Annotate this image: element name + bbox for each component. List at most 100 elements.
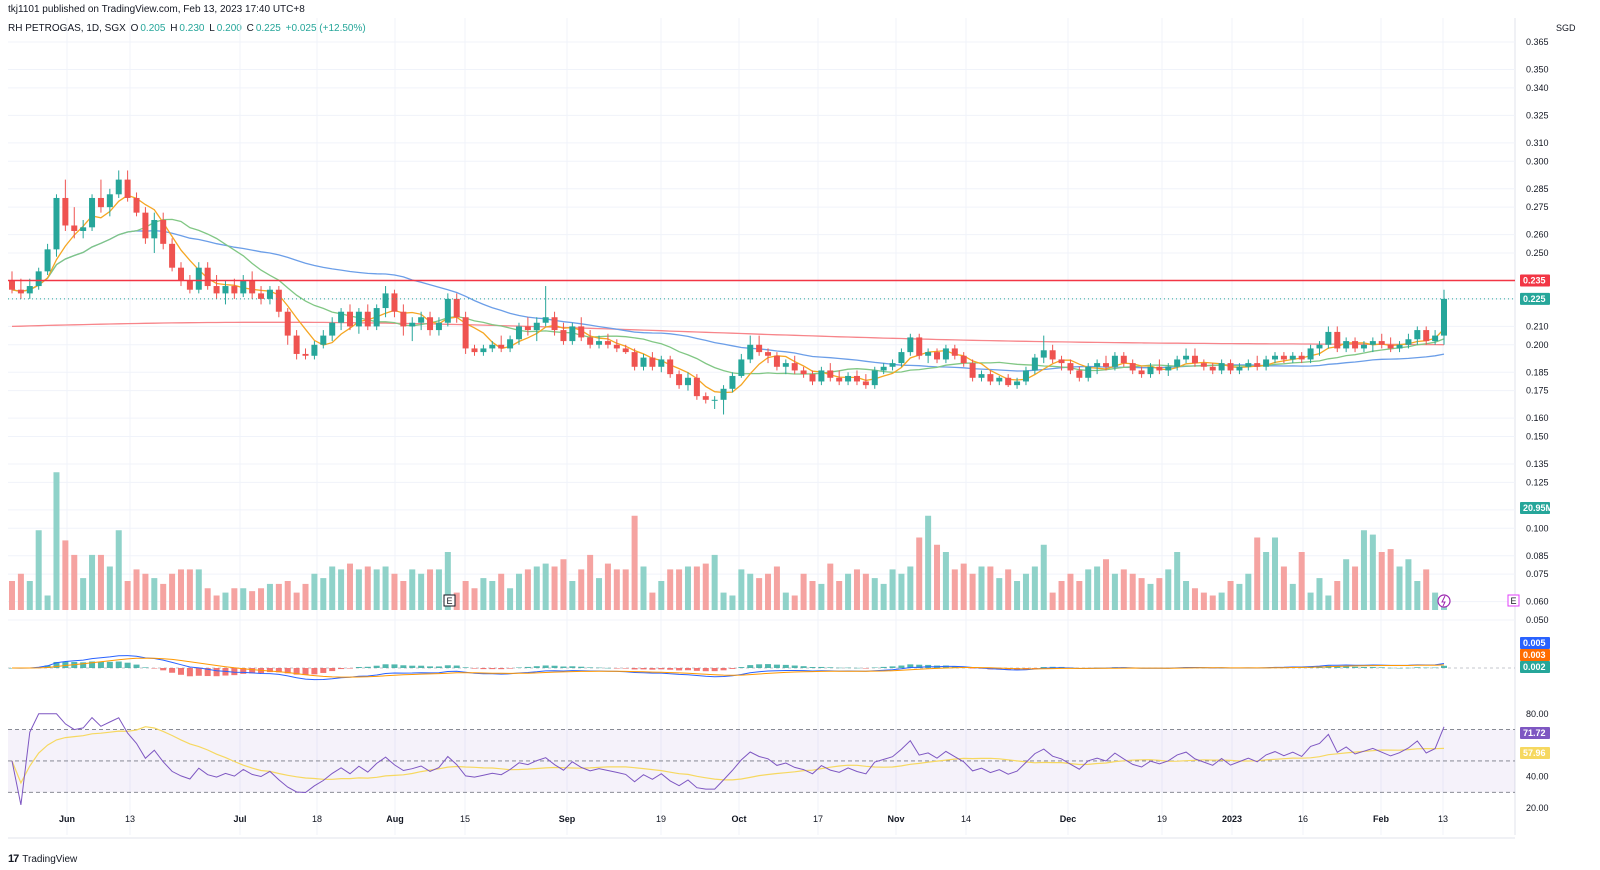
candle-body [453, 298, 460, 318]
candle-body [951, 348, 958, 356]
candle-body [106, 194, 113, 208]
volume-bar [142, 573, 149, 610]
volume-bar [942, 552, 949, 610]
volume-bar [418, 573, 425, 610]
price-tick-label: 0.150 [1526, 432, 1549, 442]
macd-histogram-bar [231, 668, 238, 676]
macd-histogram-bar [1396, 667, 1403, 669]
volume-bar [658, 581, 665, 610]
macd-histogram-bar [498, 668, 505, 670]
volume-bar [729, 595, 736, 610]
macd-histogram-bar [106, 661, 113, 668]
macd-histogram-bar [489, 668, 496, 670]
candle-body [266, 289, 273, 299]
candle-body [889, 363, 896, 367]
volume-bar [1298, 552, 1305, 610]
macd-histogram-bar [204, 668, 211, 677]
candle-body [169, 243, 176, 268]
candle-body [916, 337, 923, 356]
candle-body [1094, 363, 1101, 367]
x-tick-label: 14 [961, 814, 971, 824]
resistance-badge-bg [1520, 274, 1550, 287]
volume-bar [533, 566, 540, 610]
price-tick-label: 0.135 [1526, 459, 1549, 469]
volume-bar [222, 592, 229, 610]
volume-bar [435, 569, 442, 610]
volume-bar [1129, 573, 1136, 610]
candle-body [1343, 341, 1350, 349]
macd-histogram-bar [44, 665, 51, 668]
volume-bar [453, 592, 460, 610]
x-tick-label: Aug [386, 814, 404, 824]
volume-bar [756, 578, 763, 610]
price-tick-label: 0.075 [1526, 569, 1549, 579]
volume-bar [1111, 573, 1118, 610]
volume-bar [382, 566, 389, 610]
macd-histogram-bar [382, 664, 389, 668]
volume-bar [71, 554, 78, 610]
candle-body [1138, 370, 1145, 375]
macd-histogram-bar [862, 668, 869, 669]
macd-histogram-bar [311, 668, 318, 675]
candle-body [827, 370, 834, 378]
candle-body [151, 219, 158, 239]
candle-body [213, 286, 220, 294]
macd-histogram-bar [640, 668, 647, 670]
candle-body [275, 289, 282, 312]
volume-bar [800, 573, 807, 610]
price-tick-label: 0.125 [1526, 477, 1549, 487]
volume-bar [320, 578, 327, 610]
candle-body [186, 280, 193, 290]
price-tick-label: 0.275 [1526, 202, 1549, 212]
macd-histogram-bar [1369, 667, 1376, 668]
candle-body [1414, 330, 1421, 340]
macd-histogram-bar [1031, 668, 1038, 669]
candle-body [773, 355, 780, 367]
volume-bar [1200, 592, 1207, 610]
candle-body [791, 363, 798, 371]
candle-body [391, 293, 398, 312]
macd-histogram-bar [444, 665, 451, 668]
volume-bar [782, 592, 789, 610]
volume-bar [240, 588, 247, 610]
macd-histogram-bar [1334, 666, 1341, 668]
volume-bar [578, 569, 585, 610]
earnings-marker-label: E [446, 596, 452, 606]
x-tick-label: Jun [59, 814, 75, 824]
candle-body [222, 286, 229, 294]
volume-bar [329, 566, 336, 610]
candle-body [489, 344, 496, 349]
x-tick-label: Nov [887, 814, 904, 824]
macd-hist-badge-bg [1520, 661, 1550, 673]
volume-bar [1369, 534, 1376, 610]
dividend-lightning-icon [1437, 594, 1451, 608]
candle-body [560, 330, 567, 342]
volume-bar [311, 573, 318, 610]
macd-histogram-bar [169, 668, 176, 673]
ma-slow-line [11, 229, 1445, 372]
tradingview-brand[interactable]: 17 TradingView [8, 853, 77, 865]
volume-bar [124, 581, 131, 610]
candle-body [960, 355, 967, 364]
macd-histogram-bar [836, 667, 843, 669]
rsi-ma-line [11, 726, 1445, 785]
macd-histogram-bar [658, 668, 665, 670]
candle-body [1432, 335, 1439, 342]
candle-body [1263, 359, 1270, 367]
candle-body [44, 249, 51, 272]
price-tick-label: 0.310 [1526, 138, 1549, 148]
candle-body [80, 227, 87, 231]
volume-bar [827, 563, 834, 610]
volume-bar [1343, 559, 1350, 610]
volume-bar [951, 569, 958, 610]
earnings-marker-future-label: E [1510, 596, 1516, 606]
x-tick-label: 13 [125, 814, 135, 824]
volume-bar [1227, 581, 1234, 610]
volume-bar [177, 569, 184, 610]
macd-histogram-bar [667, 668, 674, 670]
resistance-badge: 0.235 [1523, 276, 1546, 286]
volume-bar [720, 592, 727, 610]
macd-histogram-bar [151, 668, 158, 669]
volume-bar [9, 581, 15, 610]
